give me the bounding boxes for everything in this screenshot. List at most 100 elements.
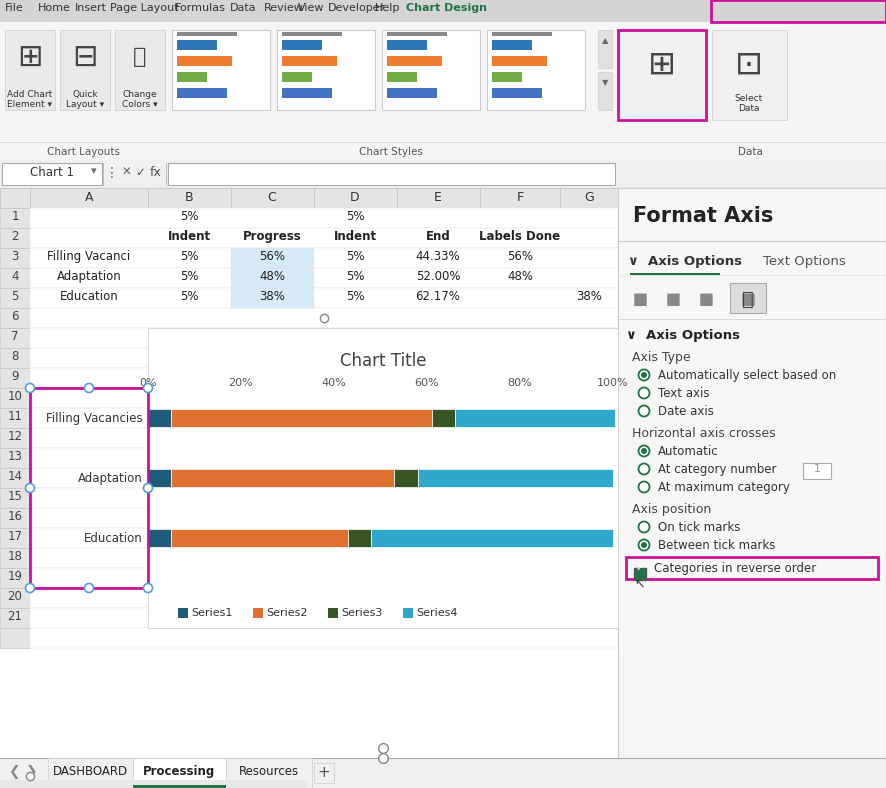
Bar xyxy=(30,628,618,648)
Bar xyxy=(0,288,30,308)
Text: Chart Title: Chart Title xyxy=(339,352,426,370)
Text: 60%: 60% xyxy=(415,378,439,388)
Text: ▼: ▼ xyxy=(602,78,609,87)
Bar xyxy=(0,188,618,208)
Text: 3: 3 xyxy=(12,250,19,263)
Circle shape xyxy=(639,540,649,551)
Bar xyxy=(0,508,30,528)
Text: 5%: 5% xyxy=(180,250,198,263)
Bar xyxy=(282,56,337,66)
Text: 13: 13 xyxy=(8,450,22,463)
Text: Categories in reverse order: Categories in reverse order xyxy=(654,562,816,575)
Bar xyxy=(711,0,886,22)
Bar xyxy=(382,30,480,110)
Text: G: G xyxy=(584,191,594,204)
Text: ⊟: ⊟ xyxy=(73,43,97,72)
Bar xyxy=(0,628,30,648)
Bar xyxy=(282,72,312,82)
Text: Text axis: Text axis xyxy=(658,387,710,400)
Bar xyxy=(282,32,342,36)
Text: 14: 14 xyxy=(7,470,22,483)
Text: Chart Styles: Chart Styles xyxy=(359,147,423,157)
Text: Filling Vacancies: Filling Vacancies xyxy=(46,411,143,425)
Text: Format Axis: Format Axis xyxy=(633,206,773,226)
Text: ▪: ▪ xyxy=(664,287,681,311)
Circle shape xyxy=(639,370,649,381)
Circle shape xyxy=(144,583,152,593)
Bar xyxy=(30,608,618,628)
Circle shape xyxy=(26,583,35,593)
Bar xyxy=(177,40,217,50)
Text: ✓: ✓ xyxy=(636,563,644,573)
Bar xyxy=(168,163,615,185)
Text: fx: fx xyxy=(150,166,162,179)
Bar xyxy=(60,30,110,110)
Bar xyxy=(598,72,612,110)
Bar xyxy=(282,88,332,98)
Bar xyxy=(314,763,334,783)
Text: 1: 1 xyxy=(813,464,820,474)
Text: ▪: ▪ xyxy=(697,287,714,311)
Circle shape xyxy=(639,463,649,474)
Bar xyxy=(178,608,188,618)
Bar xyxy=(30,268,618,288)
Bar xyxy=(0,308,30,328)
Bar xyxy=(177,56,232,66)
Bar xyxy=(626,557,878,579)
Bar xyxy=(0,368,30,388)
Bar xyxy=(30,448,618,468)
Text: Series3: Series3 xyxy=(341,608,383,618)
Text: Resources: Resources xyxy=(238,765,299,778)
Bar xyxy=(168,22,615,160)
Text: ↖: ↖ xyxy=(634,578,645,590)
Bar xyxy=(492,40,532,50)
Text: 52.00%: 52.00% xyxy=(416,270,460,283)
Bar xyxy=(0,780,307,788)
Text: 15: 15 xyxy=(8,490,22,503)
Bar xyxy=(371,529,613,547)
Circle shape xyxy=(144,384,152,392)
Text: Text Options: Text Options xyxy=(763,255,846,268)
Bar xyxy=(231,268,314,288)
Text: View: View xyxy=(298,3,324,13)
Text: Chart 1: Chart 1 xyxy=(30,166,74,179)
Circle shape xyxy=(639,481,649,492)
Bar xyxy=(2,163,102,185)
Text: 19: 19 xyxy=(7,570,22,583)
Bar xyxy=(0,488,30,508)
Text: ❮: ❮ xyxy=(8,765,19,779)
Text: Processing: Processing xyxy=(144,765,215,778)
Text: F: F xyxy=(517,191,524,204)
Text: Data: Data xyxy=(737,147,763,157)
Bar xyxy=(30,508,618,528)
Circle shape xyxy=(641,372,647,378)
Text: 5: 5 xyxy=(12,290,19,303)
Text: 5%: 5% xyxy=(346,270,364,283)
Text: File: File xyxy=(5,3,24,13)
Text: Series2: Series2 xyxy=(266,608,307,618)
Bar xyxy=(0,588,30,608)
Bar xyxy=(30,348,618,368)
Text: At category number: At category number xyxy=(658,463,776,476)
Bar xyxy=(148,188,231,208)
Text: 18: 18 xyxy=(8,550,22,563)
Text: 4: 4 xyxy=(12,270,19,283)
Circle shape xyxy=(639,406,649,417)
Bar xyxy=(618,188,886,758)
Text: 56%: 56% xyxy=(259,250,285,263)
Text: Formulas: Formulas xyxy=(175,3,226,13)
Text: ❯: ❯ xyxy=(27,765,38,779)
Bar xyxy=(0,228,30,248)
Circle shape xyxy=(641,542,647,548)
Text: Axis position: Axis position xyxy=(632,503,711,516)
Bar xyxy=(0,348,30,368)
Bar xyxy=(177,72,207,82)
Bar xyxy=(134,758,227,788)
Text: 9: 9 xyxy=(12,370,19,383)
Bar xyxy=(387,56,442,66)
Bar xyxy=(0,328,30,348)
Bar xyxy=(618,768,886,782)
Text: Indent: Indent xyxy=(333,230,377,243)
Text: 5%: 5% xyxy=(180,210,198,223)
Text: 20%: 20% xyxy=(229,378,253,388)
